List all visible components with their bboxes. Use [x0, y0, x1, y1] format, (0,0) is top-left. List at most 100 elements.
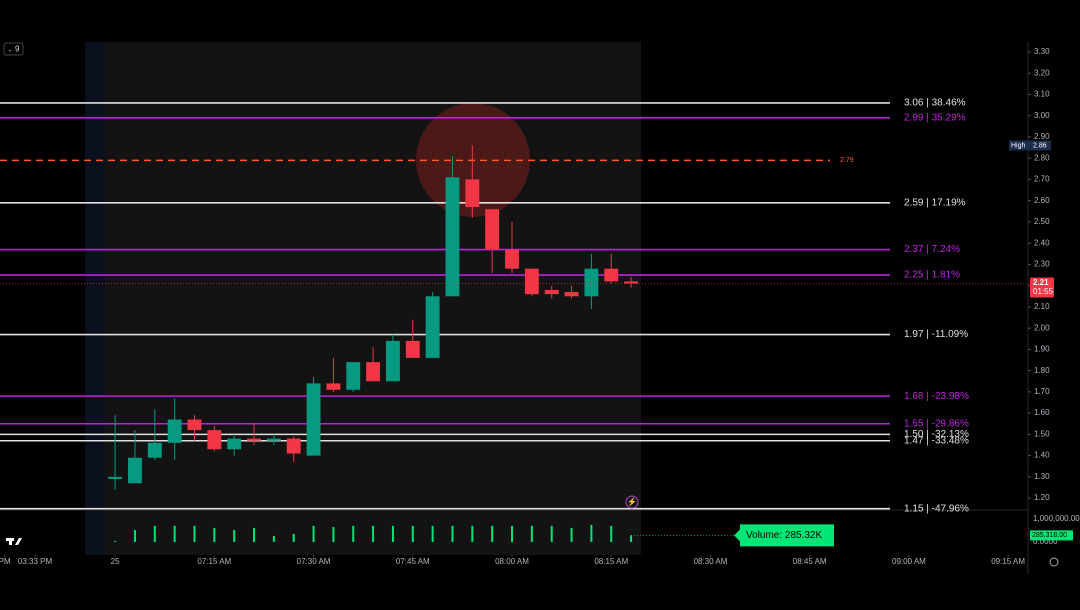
tooltip-box: [734, 524, 834, 547]
y-tick-label: 1.90: [1034, 345, 1050, 354]
x-tick-label: 07:45 AM: [396, 557, 430, 566]
y-tick-label: 2.60: [1034, 196, 1050, 205]
level-label: 1.50 | -32.13%: [904, 429, 969, 440]
candle-body: [286, 438, 301, 454]
x-tick-label: 08:30 AM: [694, 557, 728, 566]
candle-body: [147, 442, 162, 458]
volume-tooltip: Volume: 285.32K: [746, 530, 822, 541]
level-label: 2.99 | 35.29%: [904, 112, 966, 123]
level-label: 3.06 | 38.46%: [904, 98, 966, 109]
volume-last-tag: [1030, 530, 1073, 541]
y-tick-label: 1.70: [1034, 387, 1050, 396]
x-tick-label: 09:15 AM: [991, 557, 1025, 566]
y-tick-label: 2.70: [1034, 175, 1050, 184]
candle-body: [564, 292, 579, 297]
volume-tick-label: 1,000,000.00: [1033, 514, 1080, 523]
volume-bar: [630, 535, 633, 542]
volume-bar: [391, 525, 394, 542]
volume-tick-label: 0.0000: [1033, 537, 1058, 546]
alert-icon[interactable]: [625, 495, 639, 509]
candle-body: [544, 289, 559, 295]
volume-bar: [213, 527, 216, 542]
alert-bolt: ⚡: [627, 497, 637, 507]
x-tick-label: 08:00 AM: [495, 557, 529, 566]
candle-body: [167, 419, 182, 443]
candle-body: [385, 340, 400, 382]
volume-bar: [451, 525, 454, 542]
y-tick-label: 2.10: [1034, 302, 1050, 311]
settings-icon[interactable]: [1049, 557, 1059, 567]
volume-bar: [352, 525, 355, 542]
x-tick-label: 25: [111, 557, 120, 566]
volume-bar: [431, 525, 434, 542]
x-tick-label: 09:00 AM: [892, 557, 926, 566]
candle-body: [604, 268, 619, 282]
candle-body: [465, 179, 480, 208]
x-tick-label: 08:45 AM: [793, 557, 827, 566]
candle-body: [445, 177, 460, 297]
high-value: 2.86: [1033, 142, 1047, 149]
y-tick-label: 1.20: [1034, 493, 1050, 502]
y-tick-label: 2.50: [1034, 217, 1050, 226]
volume-bar: [173, 525, 176, 542]
level-label: 2.25 | 1.81%: [904, 270, 960, 281]
chevron: ⌄: [7, 46, 13, 53]
y-tick-label: 2.80: [1034, 153, 1050, 162]
volume-bar: [193, 525, 196, 542]
y-tick-label: 1.50: [1034, 429, 1050, 438]
volume-bar: [153, 525, 156, 542]
candle-body: [326, 383, 341, 390]
candle-body: [247, 438, 261, 441]
y-tick-label: 2.40: [1034, 238, 1050, 247]
y-tick-label: 2.90: [1034, 132, 1050, 141]
candle-body: [346, 362, 361, 390]
volume-bar: [233, 530, 236, 542]
x-tick-label: 07:30 AM: [297, 557, 331, 566]
level-label: 1.68 | -23.98%: [904, 391, 969, 402]
level-label: 2.59 | 17.19%: [904, 197, 966, 208]
candle-body: [505, 249, 519, 269]
interval-box[interactable]: [3, 42, 24, 56]
candle-body: [207, 430, 222, 450]
plot: 3.30 3.20 3.10 3.00 2.90 2.80 2.70 2.60 2.50 2.40…: [0, 47, 1080, 566]
high-label: High: [1011, 142, 1026, 149]
volume-bar: [590, 524, 593, 542]
last-price-tag: [1030, 277, 1054, 298]
high-tag: [1009, 140, 1051, 151]
y-tick-label: 3.20: [1034, 68, 1050, 77]
level-label: 2.37 | 7.24%: [904, 244, 960, 255]
volume-bar: [272, 535, 275, 542]
volume-bar: [491, 525, 494, 542]
volume-bar: [312, 525, 315, 542]
level-label: 1.55 | -29.86%: [904, 418, 969, 429]
session: [105, 42, 641, 555]
y-tick-label: 1.80: [1034, 366, 1050, 375]
candle-body: [366, 362, 381, 382]
x-tick-label: PM: [0, 557, 11, 566]
volume-bar: [530, 525, 533, 542]
x-tick-label: 03:33 PM: [18, 557, 53, 566]
candle-body: [524, 268, 539, 295]
last-price: 2.21: [1033, 278, 1049, 287]
y-tick-label: 2.30: [1034, 260, 1050, 269]
volume-bar: [550, 525, 553, 542]
volume-bar: [511, 525, 514, 542]
pre-session: [85, 42, 105, 555]
volume-bar: [411, 525, 414, 542]
x-tick-label: 08:15 AM: [594, 557, 628, 566]
candle-body: [266, 438, 281, 441]
y-tick-label: 2.00: [1034, 323, 1050, 332]
interval[interactable]: 9: [15, 45, 20, 54]
y-tick-label: 3.10: [1034, 90, 1050, 99]
candle-body: [306, 383, 321, 456]
candle-body: [108, 476, 123, 479]
logo: [6, 538, 22, 545]
level-label: 1.15 | -47.96%: [904, 503, 969, 514]
level-label: 1.97 | -11.09%: [904, 329, 968, 340]
volume-bar: [372, 525, 375, 542]
candle-body: [227, 438, 242, 450]
candle-body: [624, 281, 639, 284]
level-label: 1.47 | -33.48%: [904, 435, 969, 446]
level-label: 2.79: [840, 157, 854, 164]
